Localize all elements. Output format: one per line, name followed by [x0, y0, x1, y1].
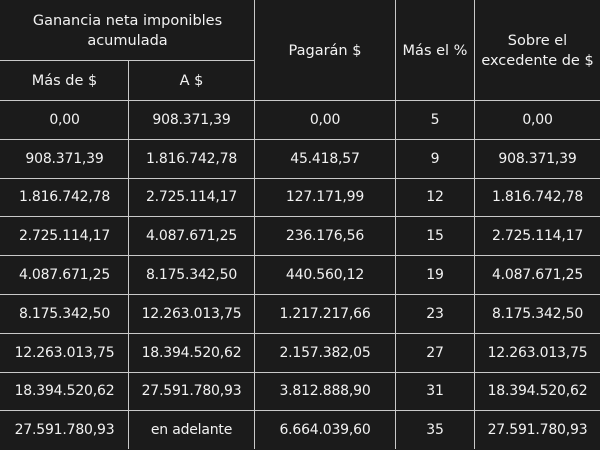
excess-cell: 2.725.114,17 [474, 216, 600, 257]
pay-cell: 1.217.217,66 [254, 293, 396, 334]
to-cell: 27.591.780,93 [128, 371, 255, 412]
percent-cell: 31 [395, 371, 475, 412]
table-row: 2.725.114,17 4.087.671,25 236.176,56 15 … [0, 216, 600, 257]
excess-cell: 27.591.780,93 [474, 410, 600, 450]
to-cell: 1.816.742,78 [128, 138, 255, 179]
to-cell: en adelante [128, 410, 255, 450]
from-cell: 1.816.742,78 [0, 177, 129, 218]
to-amount-header: A $ [128, 60, 255, 101]
from-cell: 908.371,39 [0, 138, 129, 179]
pay-cell: 0,00 [254, 100, 396, 140]
percent-cell: 15 [395, 216, 475, 257]
pay-cell: 3.812.888,90 [254, 371, 396, 412]
from-cell: 4.087.671,25 [0, 255, 129, 295]
table-row: 4.087.671,25 8.175.342,50 440.560,12 19 … [0, 255, 600, 295]
to-cell: 18.394.520,62 [128, 332, 255, 373]
to-cell: 12.263.013,75 [128, 293, 255, 334]
excess-cell: 4.087.671,25 [474, 255, 600, 295]
table-row: 1.816.742,78 2.725.114,17 127.171,99 12 … [0, 177, 600, 218]
excess-cell: 908.371,39 [474, 138, 600, 179]
percent-cell: 9 [395, 138, 475, 179]
pay-cell: 127.171,99 [254, 177, 396, 218]
table-row: 908.371,39 1.816.742,78 45.418,57 9 908.… [0, 138, 600, 179]
excess-cell: 18.394.520,62 [474, 371, 600, 412]
from-cell: 2.725.114,17 [0, 216, 129, 257]
from-cell: 18.394.520,62 [0, 371, 129, 412]
table-row: 27.591.780,93 en adelante 6.664.039,60 3… [0, 410, 600, 450]
percent-header: Más el % [395, 0, 475, 101]
percent-cell: 12 [395, 177, 475, 218]
percent-cell: 19 [395, 255, 475, 295]
excess-cell: 0,00 [474, 100, 600, 140]
pay-cell: 236.176,56 [254, 216, 396, 257]
excess-cell: 1.816.742,78 [474, 177, 600, 218]
excess-cell: 8.175.342,50 [474, 293, 600, 334]
pay-cell: 6.664.039,60 [254, 410, 396, 450]
to-cell: 908.371,39 [128, 100, 255, 140]
excess-cell: 12.263.013,75 [474, 332, 600, 373]
from-cell: 27.591.780,93 [0, 410, 129, 450]
pay-amount-header: Pagarán $ [254, 0, 396, 101]
pay-cell: 45.418,57 [254, 138, 396, 179]
excess-over-header: Sobre el excedente de $ [474, 0, 600, 101]
percent-cell: 23 [395, 293, 475, 334]
percent-cell: 27 [395, 332, 475, 373]
percent-cell: 35 [395, 410, 475, 450]
to-cell: 4.087.671,25 [128, 216, 255, 257]
table-row: 18.394.520,62 27.591.780,93 3.812.888,90… [0, 371, 600, 412]
from-cell: 8.175.342,50 [0, 293, 129, 334]
table-row: 0,00 908.371,39 0,00 5 0,00 [0, 100, 600, 140]
from-cell: 0,00 [0, 100, 129, 140]
table-row: 8.175.342,50 12.263.013,75 1.217.217,66 … [0, 293, 600, 334]
pay-cell: 440.560,12 [254, 255, 396, 295]
to-cell: 2.725.114,17 [128, 177, 255, 218]
from-amount-header: Más de $ [0, 60, 129, 101]
pay-cell: 2.157.382,05 [254, 332, 396, 373]
percent-cell: 5 [395, 100, 475, 140]
taxable-income-group-header: Ganancia neta imponibles acumulada [0, 0, 255, 61]
to-cell: 8.175.342,50 [128, 255, 255, 295]
table-row: 12.263.013,75 18.394.520,62 2.157.382,05… [0, 332, 600, 373]
from-cell: 12.263.013,75 [0, 332, 129, 373]
